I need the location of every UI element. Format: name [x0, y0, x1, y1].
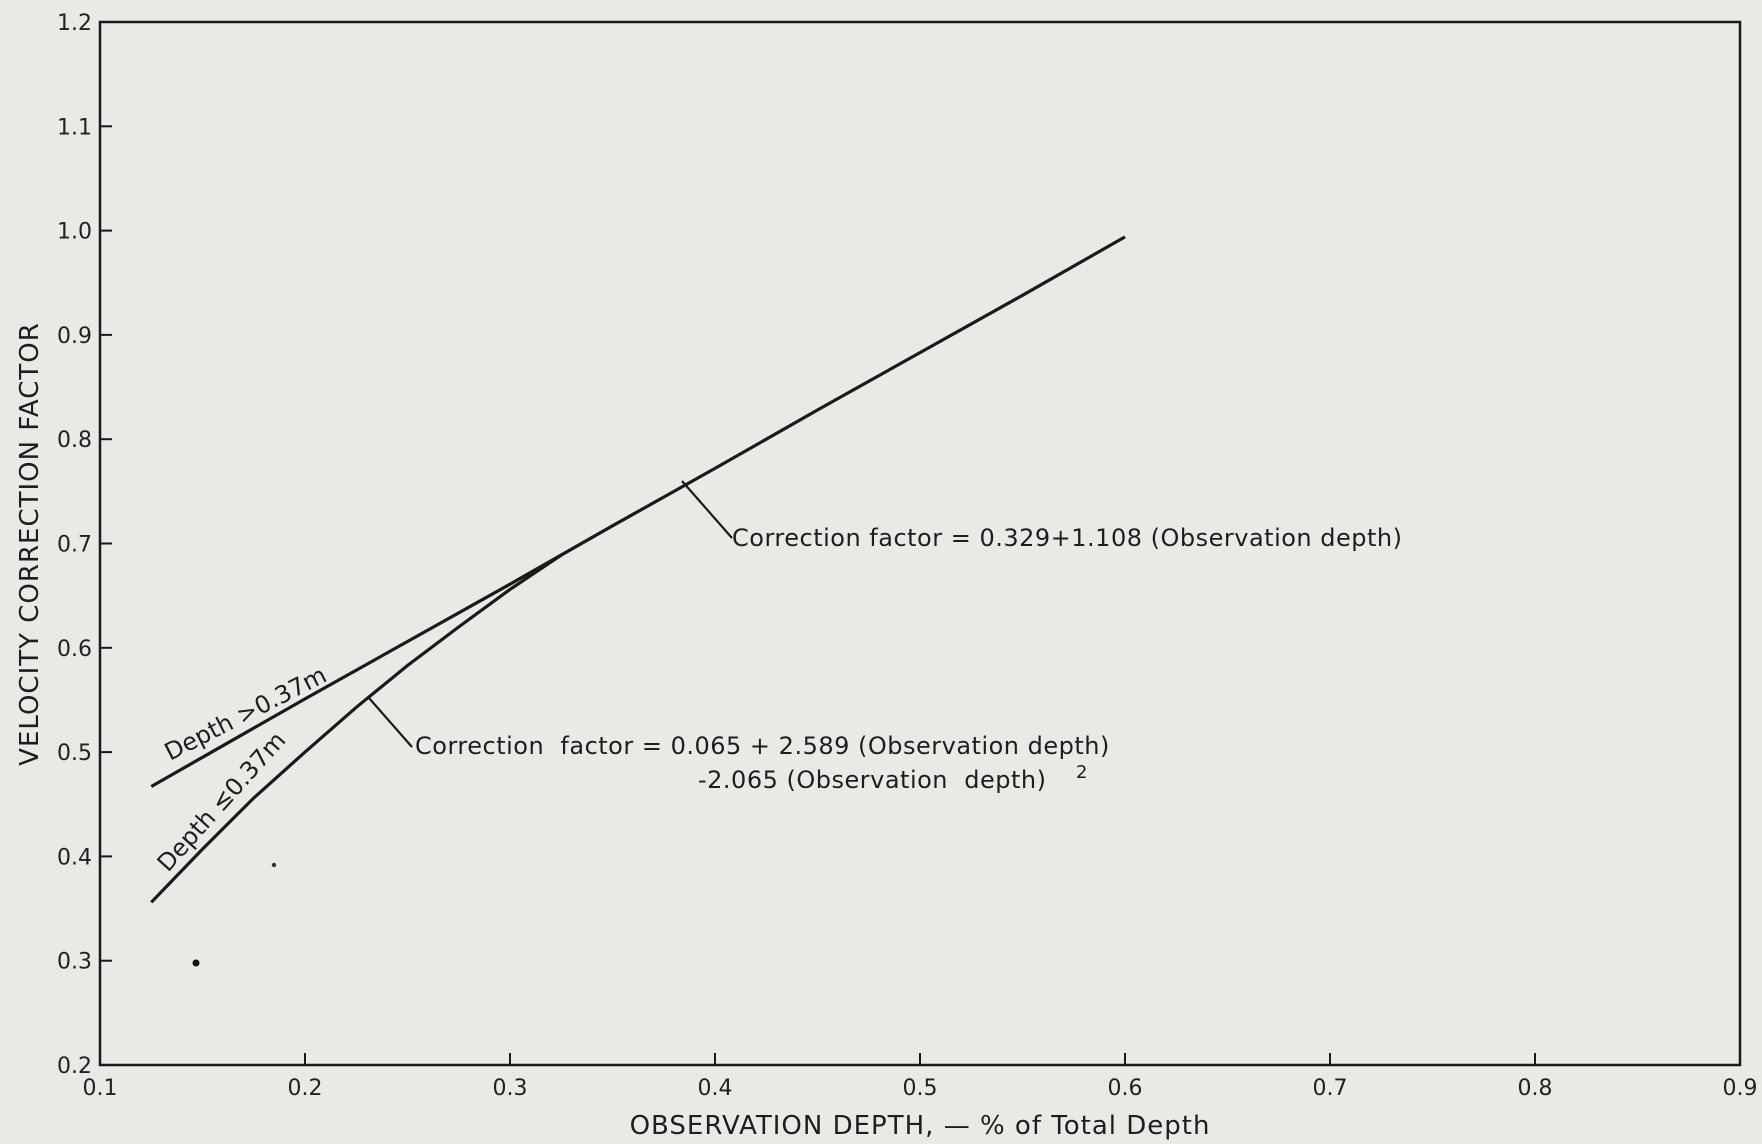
y-tick-label: 0.9 [57, 324, 92, 349]
x-tick-label: 0.6 [1108, 1076, 1143, 1101]
y-tick-label: 0.4 [57, 845, 92, 870]
x-axis-title: OBSERVATION DEPTH, — % of Total Depth [630, 1111, 1211, 1141]
y-tick-label: 0.7 [57, 533, 92, 558]
lower-equation-annotation-line1: Correction factor = 0.065 + 2.589 (Obser… [415, 732, 1110, 760]
lower-annotation-leader [368, 697, 413, 748]
y-tick-label: 0.5 [57, 741, 92, 766]
x-tick-label: 0.4 [698, 1076, 733, 1101]
y-axis-title: VELOCITY CORRECTION FACTOR [15, 322, 45, 766]
y-tick-label: 0.6 [57, 637, 92, 662]
series-line-depth-under-0-37m [150, 553, 563, 904]
y-tick-label: 1.0 [57, 220, 92, 245]
y-tick-label: 1.2 [57, 11, 92, 36]
paper-speck [271, 862, 277, 868]
y-tick-label: 0.3 [57, 950, 92, 975]
x-tick-label: 0.1 [83, 1076, 118, 1101]
series-layer [150, 235, 1126, 904]
x-tick-label: 0.9 [1723, 1076, 1758, 1101]
x-tick-label: 0.3 [493, 1076, 528, 1101]
x-tick-label: 0.8 [1518, 1076, 1553, 1101]
y-tick-label: 0.8 [57, 428, 92, 453]
paper-speck [192, 959, 200, 967]
y-tick-label: 1.1 [57, 115, 92, 140]
lower-equation-exponent: 2 [1076, 762, 1088, 783]
lower-equation-annotation-line2: -2.065 (Observation depth) [698, 766, 1046, 794]
series-line-depth-over-0-37m [150, 235, 1126, 788]
x-tick-label: 0.7 [1313, 1076, 1348, 1101]
x-tick-label: 0.2 [288, 1076, 323, 1101]
x-tick-label: 0.5 [903, 1076, 938, 1101]
y-axis-ticks: 0.2 0.3 0.4 0.5 0.6 0.7 0.8 0.9 1.0 1.1 1.2 [57, 11, 112, 1079]
upper-annotation-leader [681, 480, 733, 539]
y-tick-label: 0.2 [57, 1054, 92, 1079]
upper-equation-annotation: Correction factor = 0.329+1.108 (Observa… [732, 524, 1402, 552]
x-axis-ticks: 0.1 0.2 0.3 0.4 0.5 0.6 0.7 0.8 0.9 [83, 1053, 1758, 1101]
